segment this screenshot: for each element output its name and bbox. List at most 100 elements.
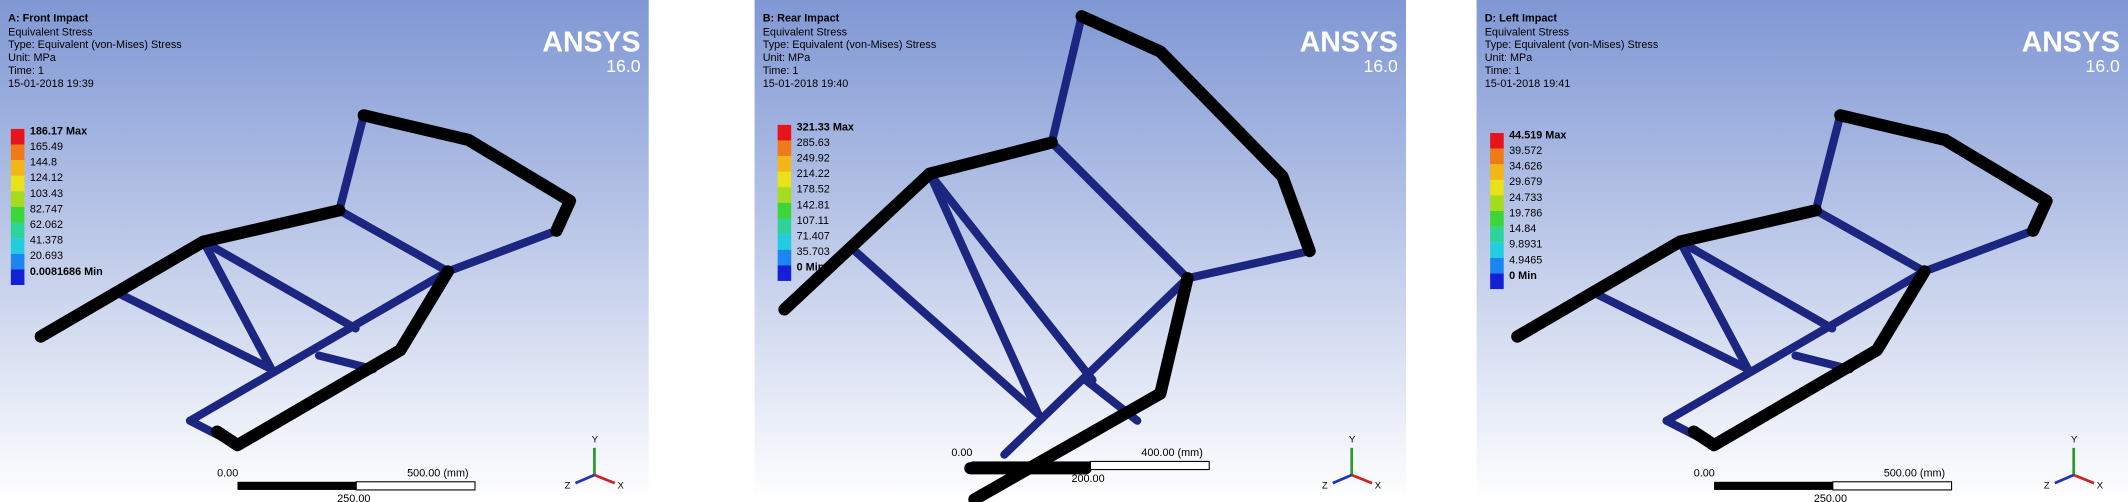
legend-label: 144.8: [30, 157, 57, 169]
legend-swatch: [777, 218, 792, 235]
legend-swatch: [777, 249, 792, 266]
scale-end: 400.00 (mm): [1141, 447, 1202, 459]
legend-label: 107.11: [797, 215, 829, 227]
frame-model: [34, 109, 577, 452]
blue-tube: [1676, 237, 1837, 333]
axis-x-label: X: [617, 481, 624, 492]
frame-model: [1511, 109, 2053, 452]
axis-z: [2054, 473, 2075, 485]
legend-swatch: [777, 124, 792, 141]
ansys-version: 16.0: [606, 56, 641, 76]
blue-tube: [335, 206, 452, 276]
legend-swatch: [777, 156, 792, 172]
result-info: Unit: MPa: [763, 52, 812, 64]
legend-swatch: [777, 171, 792, 188]
axis-y-label: Y: [2071, 434, 2078, 445]
legend-swatch: [1490, 148, 1504, 165]
ansys-version: 16.0: [2086, 56, 2121, 76]
result-info: Unit: MPa: [8, 52, 57, 64]
blue-tube: [335, 111, 368, 215]
legend-swatch: [1490, 164, 1504, 180]
result-info: Equivalent Stress: [1485, 26, 1570, 38]
legend-swatch: [10, 206, 25, 223]
scale-start: 0.00: [1694, 467, 1715, 479]
legend-label: 124.12: [30, 172, 63, 184]
legend-swatch: [1490, 273, 1504, 290]
black-tube: [1687, 265, 1931, 452]
legend-swatch: [777, 202, 792, 219]
axis-x-label: X: [2097, 481, 2104, 492]
result-info: 15-01-2018 19:40: [763, 78, 849, 90]
legend-swatch: [10, 191, 25, 207]
axis-z: [1332, 473, 1353, 485]
result-info: Type: Equivalent (von-Mises) Stress: [1485, 39, 1659, 51]
legend-label: 178.52: [797, 184, 830, 196]
legend-label: 103.43: [30, 188, 63, 200]
legend-swatch: [1490, 132, 1504, 149]
black-tube: [34, 204, 346, 343]
blue-tube: [1920, 226, 2038, 276]
result-info: Time: 1: [1485, 65, 1521, 77]
blue-tube: [1676, 237, 1753, 374]
legend-label: 186.17 Max: [30, 125, 87, 137]
legend-swatch: [777, 140, 792, 157]
blue-tube: [1587, 287, 1753, 374]
result-info: Time: 1: [8, 65, 44, 77]
axis-y-label: Y: [592, 434, 599, 445]
blue-tube: [1662, 267, 1929, 425]
result-info: 15-01-2018 19:41: [1485, 78, 1571, 90]
result-info: Unit: MPa: [1485, 52, 1534, 64]
blue-tube: [1047, 138, 1192, 283]
blue-tube: [1183, 246, 1314, 283]
result-info: 15-01-2018 19:39: [8, 78, 94, 90]
axis-x: [2073, 473, 2095, 485]
result-info: Type: Equivalent (von-Mises) Stress: [763, 39, 937, 51]
viewport: [0, 0, 649, 502]
blue-tube: [925, 169, 1043, 418]
legend-label: 24.733: [1509, 192, 1542, 204]
scale-bar-white: [355, 481, 476, 491]
legend-label: 71.407: [797, 231, 830, 243]
legend-label: 20.693: [30, 250, 63, 262]
black-tube: [778, 136, 1058, 316]
blue-tube: [1811, 111, 1845, 215]
black-tube: [357, 109, 577, 237]
legend-label: 0 Min: [1509, 270, 1537, 282]
legend-swatch: [10, 253, 25, 270]
legend-swatch: [1490, 211, 1504, 227]
legend-label: 19.786: [1509, 207, 1542, 219]
legend-swatch: [1490, 242, 1504, 258]
black-tube: [1834, 109, 2053, 237]
legend-swatch: [10, 144, 25, 161]
legend-label: 62.062: [30, 219, 63, 231]
result-info: Equivalent Stress: [763, 26, 848, 38]
legend-swatch: [777, 187, 792, 203]
ansys-version: 16.0: [1364, 56, 1399, 76]
scale-start: 0.00: [951, 447, 972, 459]
legend-swatch: [10, 160, 25, 176]
axis-z-label: Z: [2044, 481, 2050, 492]
legend-label: 39.572: [1509, 145, 1542, 157]
result-title: A: Front Impact: [8, 13, 89, 25]
axis-z: [574, 473, 595, 485]
scale-bar-white: [1832, 481, 1953, 491]
scale-end: 500.00 (mm): [1884, 467, 1945, 479]
legend-label: 29.679: [1509, 176, 1542, 188]
legend-swatch: [1490, 195, 1504, 212]
legend-label: 321.33 Max: [797, 121, 854, 133]
legend-label: 44.519 Max: [1509, 129, 1566, 141]
blue-tube: [1000, 274, 1192, 459]
legend-swatch: [10, 238, 25, 254]
scale-start: 0.00: [217, 467, 238, 479]
legend-label: 34.626: [1509, 161, 1542, 173]
legend-label: 14.84: [1509, 223, 1536, 235]
axis-x-label: X: [1375, 481, 1382, 492]
result-title: B: Rear Impact: [763, 13, 840, 25]
blue-tube: [185, 267, 452, 425]
legend-label: 142.81: [797, 199, 830, 211]
legend-label: 0.0081686 Min: [30, 266, 103, 278]
